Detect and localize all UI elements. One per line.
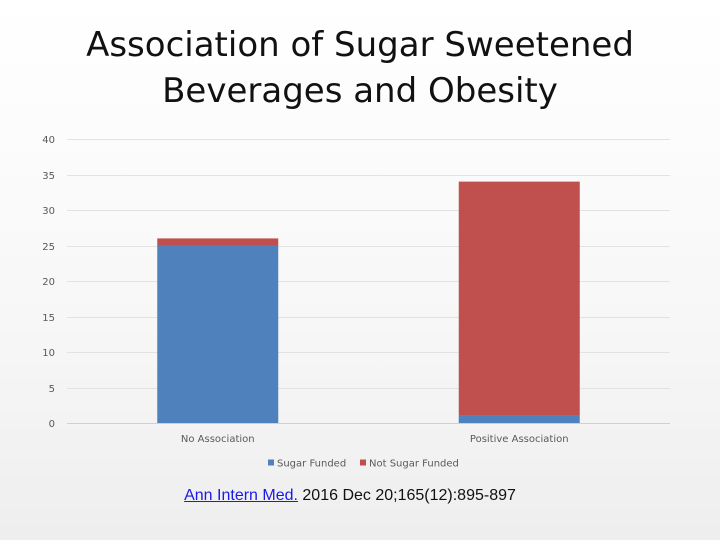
bars: [157, 181, 580, 423]
slide-title: Association of Sugar Sweetened Beverages…: [0, 22, 720, 114]
y-tick-label-10: 10: [42, 348, 55, 359]
citation: Ann Intern Med. 2016 Dec 20;165(12):895-…: [0, 487, 700, 505]
title-line-2: Beverages and Obesity: [162, 71, 558, 111]
x-category-label: Positive Association: [470, 434, 569, 445]
bar-positive-association-not-sugar-funded: [458, 181, 580, 416]
citation-details: 2016 Dec 20;165(12):895-897: [297, 487, 516, 504]
x-category-label: No Association: [181, 434, 255, 445]
legend-label-not-sugar-funded: Not Sugar Funded: [369, 459, 459, 470]
y-tick-label-20: 20: [42, 277, 55, 288]
journal-link[interactable]: Ann Intern Med.: [184, 487, 298, 504]
y-tick-label-25: 25: [42, 242, 55, 253]
legend-swatch-sugar-funded: [268, 459, 274, 466]
y-axis-ticks: 0 5 10 15 20 25 30 35 40: [42, 135, 55, 430]
y-tick-label-40: 40: [42, 135, 55, 146]
legend: Sugar Funded Not Sugar Funded: [268, 459, 459, 470]
y-tick-label-5: 5: [49, 384, 55, 395]
bar-positive-association-sugar-funded: [458, 415, 580, 423]
y-tick-label-0: 0: [49, 419, 55, 430]
title-line-1: Association of Sugar Sweetened: [86, 25, 634, 65]
y-tick-label-35: 35: [42, 171, 55, 182]
bar-no-association-sugar-funded: [157, 245, 279, 423]
x-axis-labels: No Association Positive Association: [181, 434, 569, 445]
legend-swatch-not-sugar-funded: [360, 459, 366, 466]
legend-label-sugar-funded: Sugar Funded: [277, 459, 346, 470]
y-tick-label-15: 15: [42, 313, 55, 324]
bar-no-association-not-sugar-funded: [157, 238, 279, 246]
y-tick-label-30: 30: [42, 206, 55, 217]
